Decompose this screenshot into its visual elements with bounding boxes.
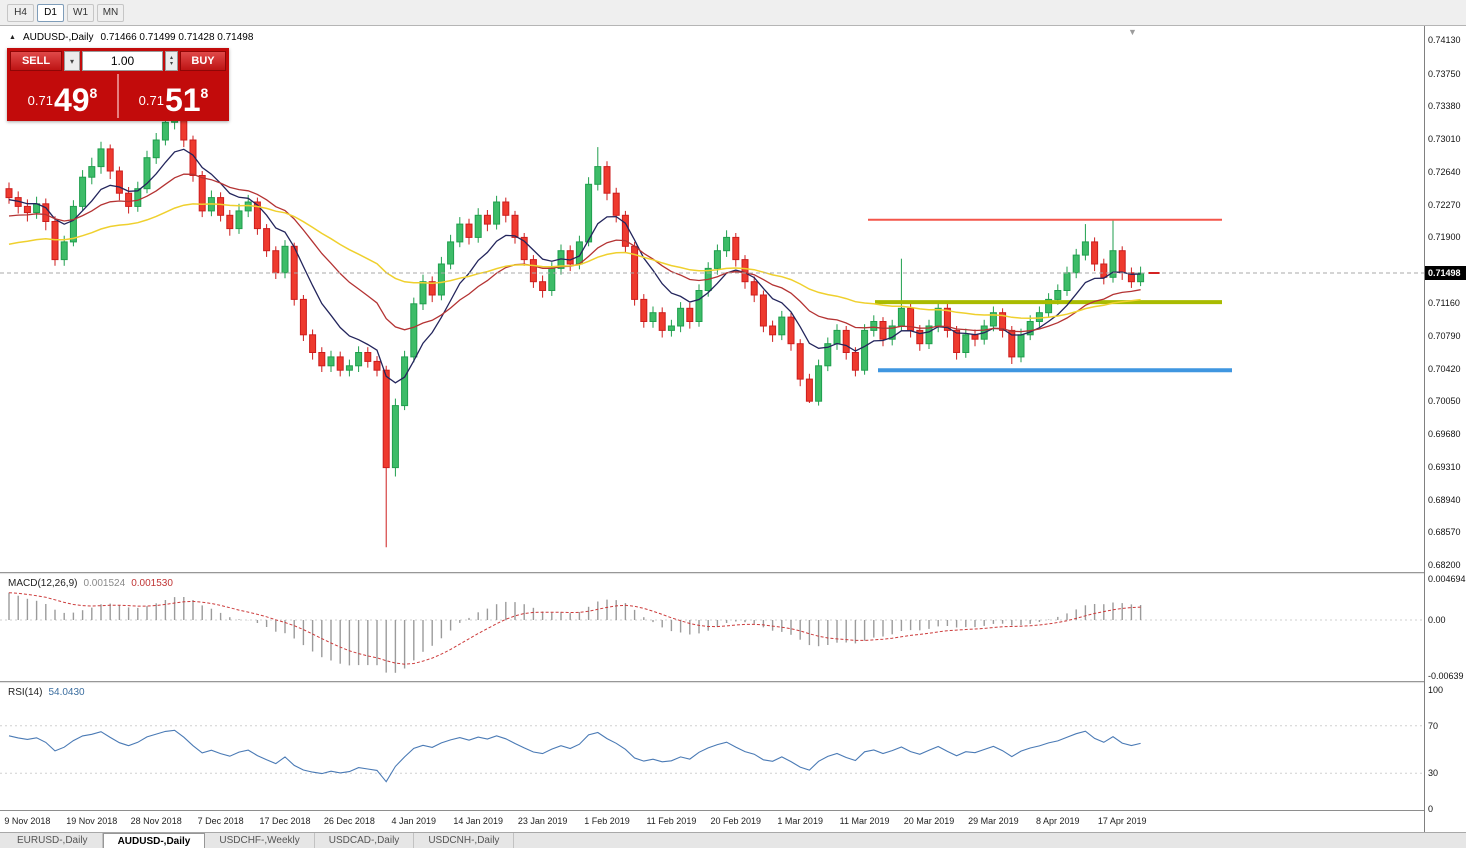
buy-price[interactable]: 0.71 51 8: [121, 74, 226, 118]
price-axis-label: 0.71160: [1428, 297, 1460, 308]
macd-chart-canvas: [0, 592, 1424, 673]
date-label: 17 Dec 2018: [259, 816, 311, 826]
buy-price-prefix: 0.71: [138, 93, 164, 108]
price-axis[interactable]: 0.71498 0.74130 0.73750 0.73380 0.73010 0.72…: [1424, 26, 1466, 832]
price-axis-label: 0.69680: [1428, 429, 1461, 439]
date-label: 1 Feb 2019: [584, 816, 630, 826]
chart-tabs-bar: EURUSD-,Daily AUDUSD-,Daily USDCHF-,Weekly…: [0, 832, 1466, 848]
date-label: 4 Jan 2019: [391, 816, 437, 826]
macd-name: MACD(12,26,9): [8, 578, 78, 589]
symbol-icon: ▲: [9, 34, 16, 41]
macd-axis-label: -0.00639: [1428, 671, 1464, 682]
date-label: 20 Mar 2019: [903, 816, 955, 826]
macd-label: MACD(12,26,9) 0.001524 0.001530: [8, 578, 173, 589]
rsi-pane[interactable]: RSI(14) 54.0430: [0, 684, 1424, 810]
date-label: 26 Dec 2018: [323, 816, 375, 826]
chart-symbol-label: AUDUSD-,Daily: [22, 32, 94, 43]
volume-dropdown[interactable]: ▾: [64, 51, 80, 71]
sell-price-big: 49: [53, 82, 90, 118]
sell-price-prefix: 0.71: [27, 93, 53, 108]
rsi-name: RSI(14): [8, 687, 43, 698]
trade-prices-row: 0.71 49 8 0.71 51 8: [10, 74, 226, 118]
date-label: 23 Jan 2019: [517, 816, 568, 826]
date-label: 14 Jan 2019: [453, 816, 503, 826]
chart-title: ▲ AUDUSD-,Daily 0.71466 0.71499 0.71428 …: [9, 32, 253, 43]
tf-button-w1[interactable]: W1: [67, 3, 94, 22]
rsi-axis-label: 70: [1428, 720, 1439, 731]
date-label: 29 Mar 2019: [968, 816, 1019, 826]
volume-stepper[interactable]: ▴ ▾: [165, 51, 178, 71]
date-label: 7 Dec 2018: [197, 816, 244, 826]
price-axis-label: 0.72640: [1428, 166, 1461, 177]
tf-button-mn[interactable]: MN: [97, 3, 124, 22]
chart-tab-usdchf[interactable]: USDCHF-,Weekly: [205, 833, 315, 848]
chevron-down-icon: ▾: [69, 56, 74, 66]
tf-button-d1[interactable]: D1: [37, 3, 64, 22]
macd-signal-value: 0.001530: [131, 578, 173, 589]
chart-ohlc-values: 0.71466 0.71499 0.71428 0.71498: [100, 32, 254, 43]
date-label: 20 Feb 2019: [710, 816, 762, 826]
period-toolbar: H4 D1 W1 MN: [0, 0, 1466, 26]
pane-divider[interactable]: [0, 572, 1466, 575]
one-click-trading-panel: SELL ▾ 1.00 ▴ ▾ BUY 0.71 49 8: [7, 48, 229, 121]
price-axis-label: 0.73010: [1428, 134, 1461, 145]
rsi-axis-label: 0: [1428, 804, 1434, 814]
buy-price-pip: 8: [200, 85, 209, 101]
current-price-badge: 0.71498: [1425, 266, 1466, 280]
price-axis-label: 0.72270: [1428, 199, 1461, 210]
macd-main-value: 0.001524: [83, 578, 126, 589]
time-axis[interactable]: 9 Nov 2018 19 Nov 2018 28 Nov 2018 7 Dec 20…: [0, 810, 1424, 832]
date-label: 17 Apr 2019: [1097, 816, 1147, 826]
price-axis-label: 0.70420: [1428, 363, 1461, 374]
sell-price[interactable]: 0.71 49 8: [10, 74, 115, 118]
date-label: 8 Apr 2019: [1036, 816, 1080, 826]
buy-button[interactable]: BUY: [180, 51, 226, 71]
price-axis-label: 0.74130: [1428, 35, 1461, 45]
price-chart-canvas: [0, 109, 1424, 548]
sell-button[interactable]: SELL: [10, 51, 62, 71]
macd-axis-label: 0.004694: [1428, 573, 1466, 584]
date-label: 11 Mar 2019: [839, 816, 890, 826]
spinner-down-icon: ▾: [169, 61, 173, 67]
macd-axis-label: 0.00: [1428, 615, 1446, 625]
price-axis-label: 0.68570: [1428, 527, 1461, 538]
chart-window: ▲ AUDUSD-,Daily 0.71466 0.71499 0.71428 …: [0, 26, 1466, 848]
date-label: 1 Mar 2019: [777, 816, 823, 826]
price-axis-label: 0.73750: [1428, 68, 1461, 79]
price-axis-label: 0.70050: [1428, 396, 1461, 407]
price-axis-label: 0.68940: [1428, 494, 1461, 505]
volume-input[interactable]: 1.00: [82, 51, 163, 71]
date-label: 19 Nov 2018: [66, 816, 118, 826]
buy-price-big: 51: [164, 82, 201, 118]
rsi-chart-canvas: [0, 725, 1424, 783]
chart-tab-usdcad[interactable]: USDCAD-,Daily: [315, 833, 415, 848]
macd-pane[interactable]: MACD(12,26,9) 0.001524 0.001530: [0, 575, 1424, 681]
spinner-up-icon: ▴: [169, 55, 173, 61]
trade-controls-row: SELL ▾ 1.00 ▴ ▾ BUY: [10, 51, 226, 71]
tf-button-h4[interactable]: H4: [7, 3, 34, 22]
rsi-axis-label: 100: [1428, 685, 1444, 695]
pane-divider[interactable]: [0, 681, 1466, 684]
rsi-value: 54.0430: [48, 687, 85, 698]
chart-tab-eurusd[interactable]: EURUSD-,Daily: [3, 833, 103, 848]
price-axis-label: 0.68200: [1428, 560, 1461, 570]
price-axis-label: 0.70790: [1428, 330, 1461, 341]
price-separator: [117, 74, 119, 118]
date-label: 9 Nov 2018: [4, 816, 51, 826]
chart-tab-audusd[interactable]: AUDUSD-,Daily: [102, 833, 206, 848]
rsi-axis-label: 30: [1428, 768, 1439, 779]
price-pane[interactable]: ▲ AUDUSD-,Daily 0.71466 0.71499 0.71428 …: [0, 26, 1424, 572]
sell-price-pip: 8: [89, 85, 98, 101]
rsi-label: RSI(14) 54.0430: [8, 687, 85, 698]
chart-shift-icon[interactable]: ▼: [1128, 27, 1137, 37]
price-axis-label: 0.71900: [1428, 232, 1461, 243]
date-label: 28 Nov 2018: [130, 816, 182, 826]
chart-tab-usdcnh[interactable]: USDCNH-,Daily: [414, 833, 515, 848]
price-axis-label: 0.73380: [1428, 101, 1461, 112]
price-axis-label: 0.69310: [1428, 461, 1461, 472]
date-label: 11 Feb 2019: [646, 816, 697, 826]
